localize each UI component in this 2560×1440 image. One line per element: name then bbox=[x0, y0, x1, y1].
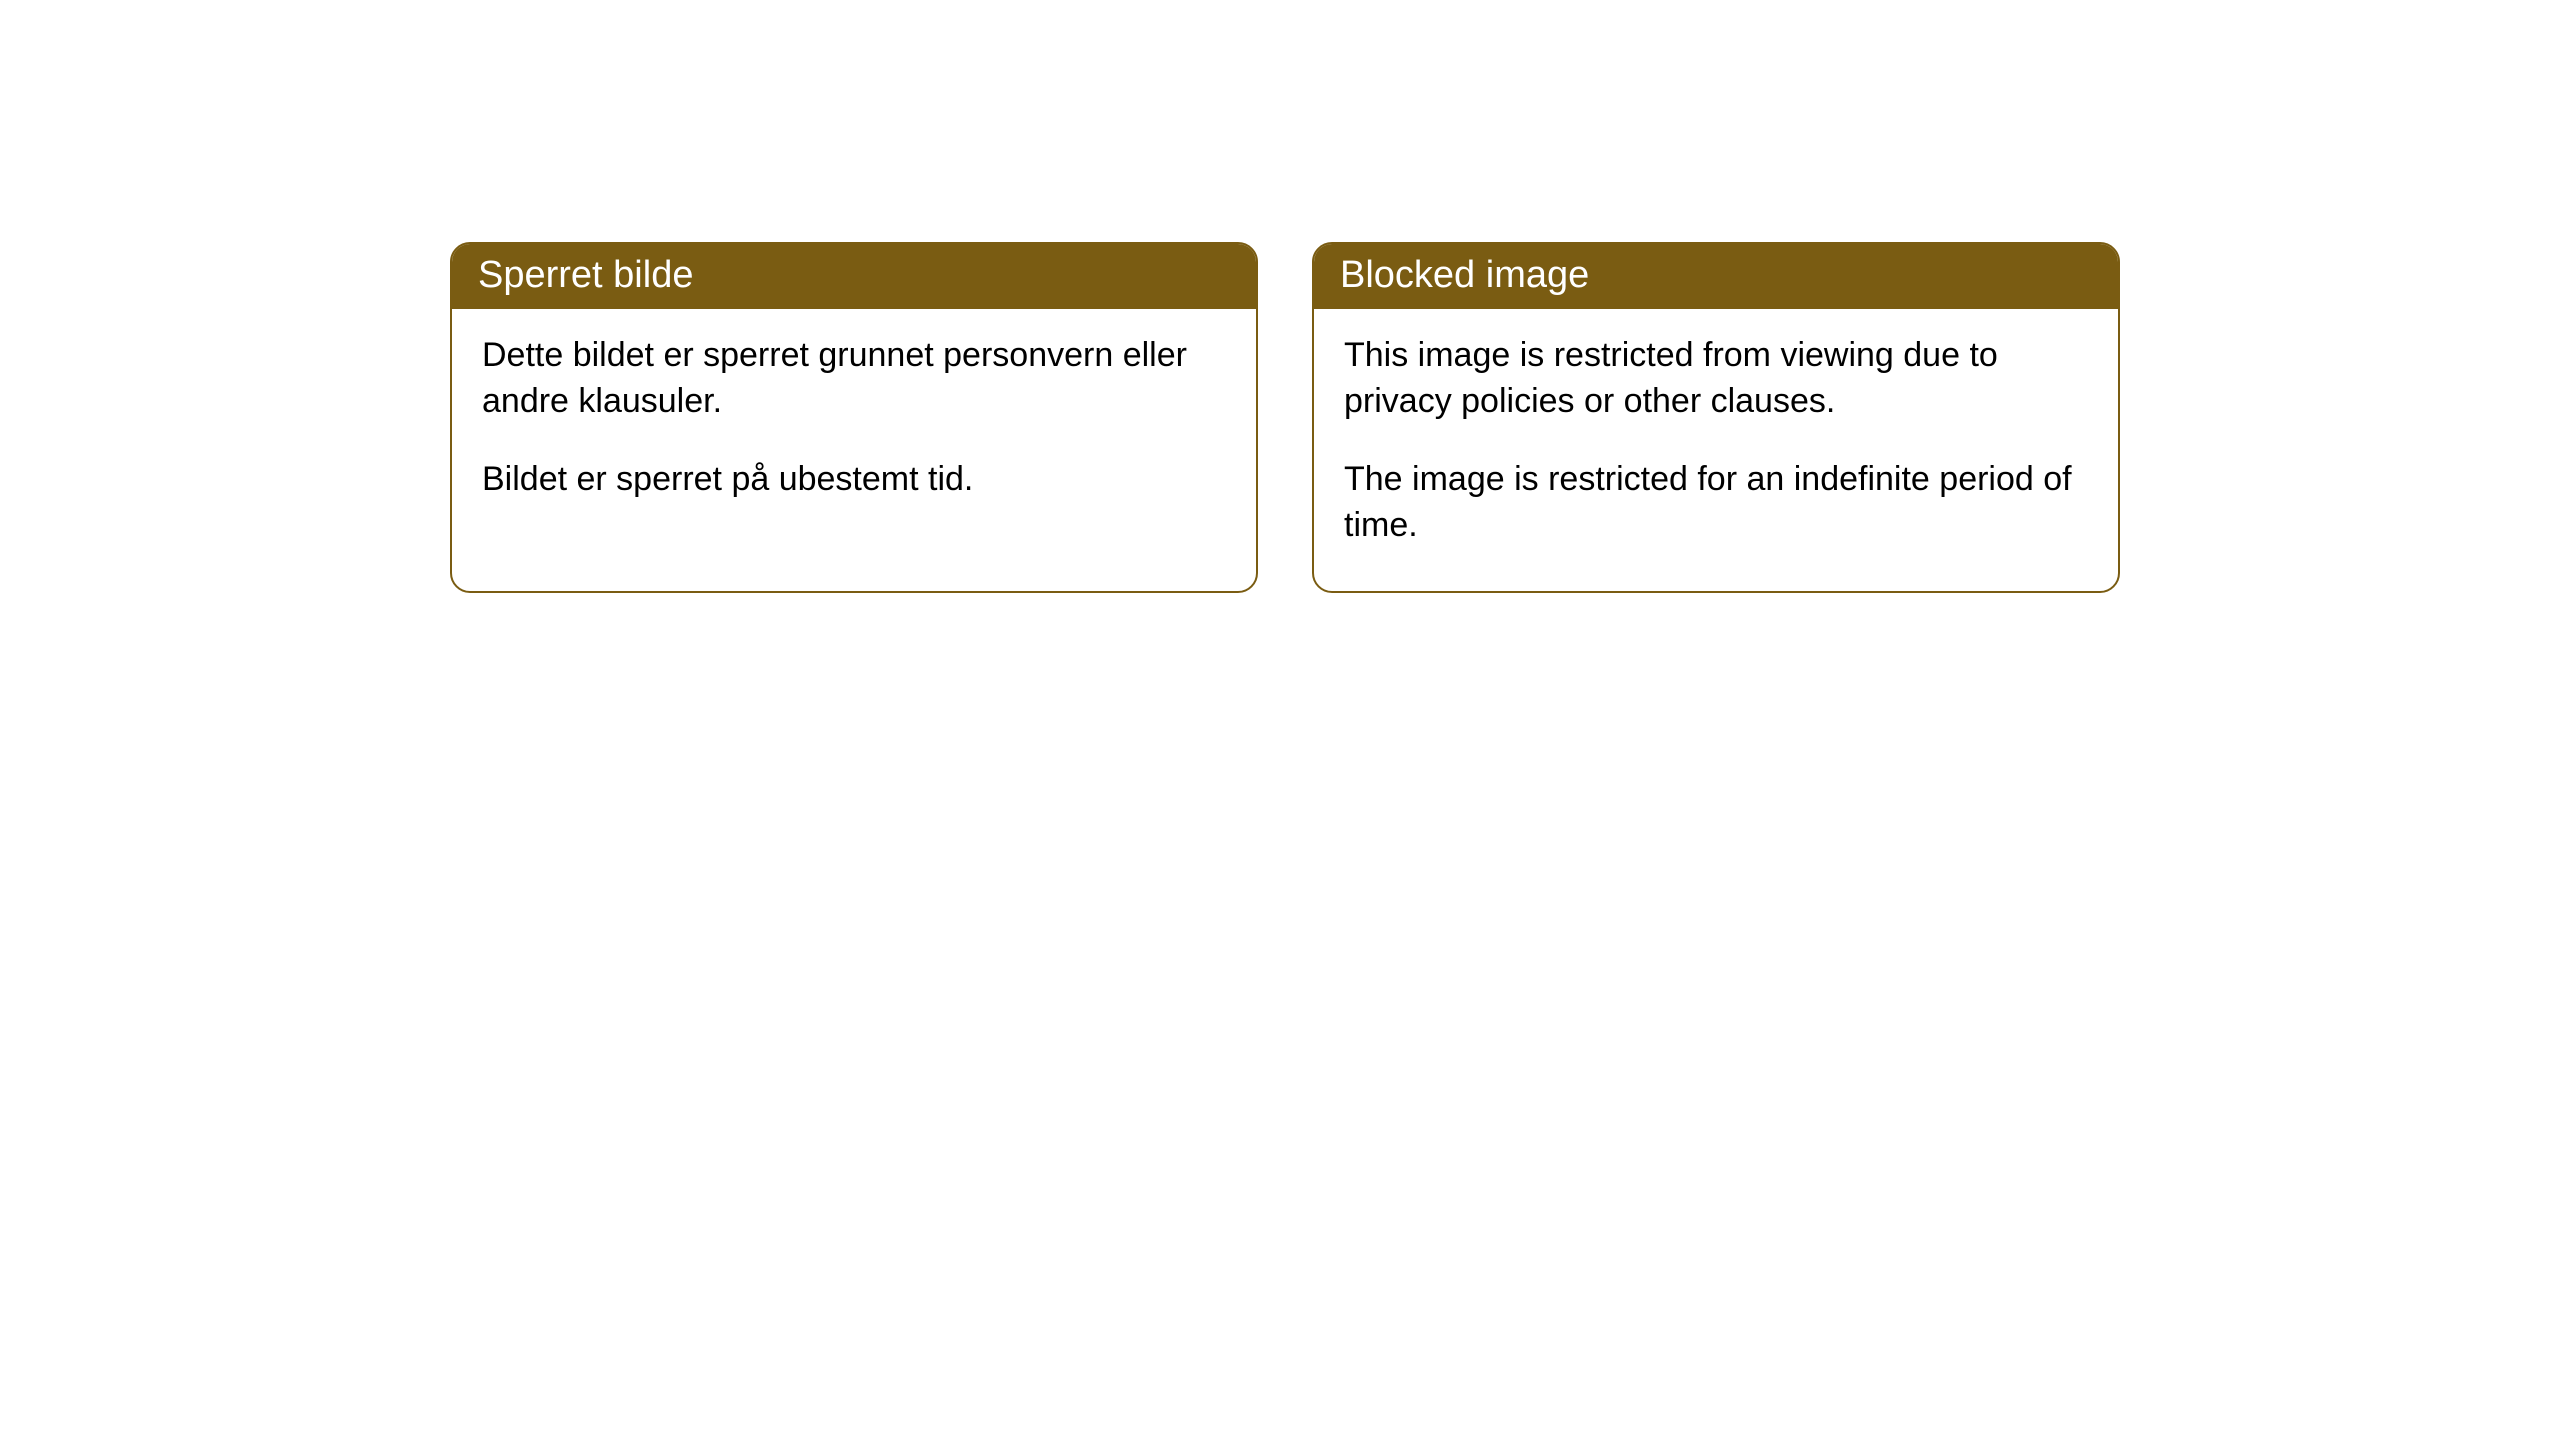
card-paragraph: Bildet er sperret på ubestemt tid. bbox=[482, 457, 1226, 503]
card-body: This image is restricted from viewing du… bbox=[1314, 309, 2118, 591]
card-title: Blocked image bbox=[1314, 244, 2118, 309]
blocked-image-card-english: Blocked image This image is restricted f… bbox=[1312, 242, 2120, 593]
card-body: Dette bildet er sperret grunnet personve… bbox=[452, 309, 1256, 545]
notice-container: Sperret bilde Dette bildet er sperret gr… bbox=[450, 242, 2120, 593]
card-title: Sperret bilde bbox=[452, 244, 1256, 309]
blocked-image-card-norwegian: Sperret bilde Dette bildet er sperret gr… bbox=[450, 242, 1258, 593]
card-paragraph: Dette bildet er sperret grunnet personve… bbox=[482, 333, 1226, 425]
card-paragraph: The image is restricted for an indefinit… bbox=[1344, 457, 2088, 549]
card-paragraph: This image is restricted from viewing du… bbox=[1344, 333, 2088, 425]
